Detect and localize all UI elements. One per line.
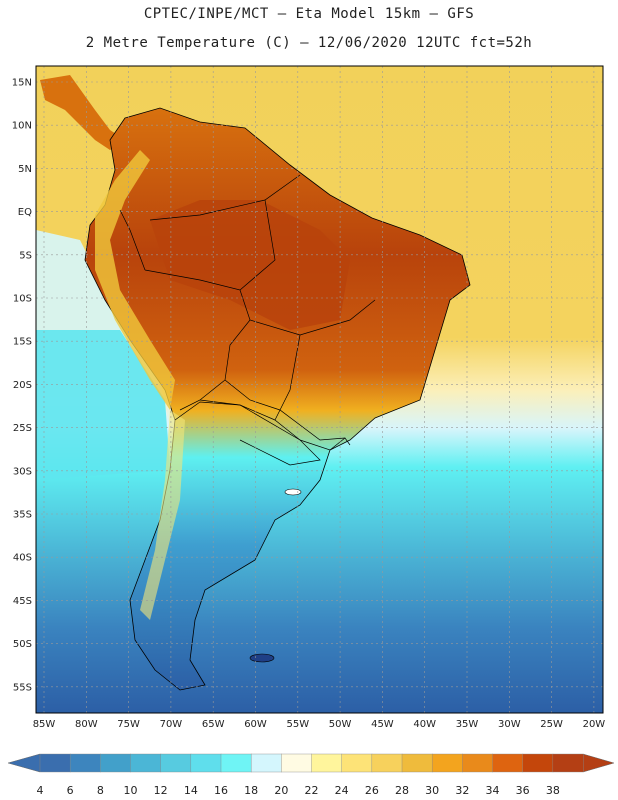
colorbar-segment bbox=[522, 753, 554, 773]
colorbar-high-arrow bbox=[582, 753, 615, 773]
colorbar: 4 6 8 10 12 14 16 18 20 22 24 26 28 30 32 34 36 38 bbox=[7, 753, 615, 797]
falkland-islands bbox=[249, 653, 275, 663]
colorbar-tick-label: 14 bbox=[184, 784, 198, 797]
lon-label: 75W bbox=[117, 719, 140, 730]
colorbar-tick-label: 4 bbox=[37, 784, 44, 797]
lat-label: 50S bbox=[13, 639, 32, 650]
lat-label: 15N bbox=[12, 78, 32, 89]
colorbar-segment bbox=[281, 753, 313, 773]
temperature-map: 15N 10N 5N EQ 5S 10S 15S 20S 25S 30S 35S 40S 45S 50S 5… bbox=[12, 65, 606, 730]
colorbar-tick-label: 16 bbox=[214, 784, 228, 797]
colorbar-segment bbox=[401, 753, 433, 773]
colorbar-tick-label: 32 bbox=[455, 784, 469, 797]
colorbar-segment bbox=[492, 753, 524, 773]
colorbar-tick-label: 34 bbox=[486, 784, 500, 797]
lat-label: 20S bbox=[13, 380, 32, 391]
amazon-hot-core bbox=[150, 200, 350, 330]
lon-label: 25W bbox=[540, 719, 563, 730]
colorbar-segment bbox=[250, 753, 282, 773]
lon-label: 55W bbox=[286, 719, 309, 730]
colorbar-tick-label: 8 bbox=[97, 784, 104, 797]
lat-label: 5S bbox=[19, 250, 32, 261]
lat-label: 35S bbox=[13, 510, 32, 521]
lat-label: EQ bbox=[18, 207, 32, 218]
colorbar-segment bbox=[311, 753, 343, 773]
colorbar-segment bbox=[371, 753, 403, 773]
andes-cool-strip bbox=[95, 150, 175, 410]
lat-label: 55S bbox=[13, 682, 32, 693]
colorbar-segment bbox=[462, 753, 494, 773]
lon-label: 70W bbox=[160, 719, 183, 730]
longitude-labels: 85W 80W 75W 70W 65W 60W 55W 50W 45W 40W 35W 30W 25W 2… bbox=[33, 719, 606, 730]
colorbar-tick-label: 12 bbox=[154, 784, 168, 797]
lagoa-dos-patos bbox=[284, 488, 302, 496]
colorbar-tick-label: 26 bbox=[365, 784, 379, 797]
central-america-land bbox=[40, 75, 125, 150]
lon-label: 40W bbox=[413, 719, 436, 730]
lat-label: 10N bbox=[12, 121, 32, 132]
lon-label: 30W bbox=[498, 719, 521, 730]
lat-label: 45S bbox=[13, 596, 32, 607]
chart-title-line1: CPTEC/INPE/MCT – Eta Model 15km – GFS bbox=[143, 6, 475, 22]
lon-label: 35W bbox=[456, 719, 479, 730]
colorbar-tick-label: 24 bbox=[335, 784, 349, 797]
lat-label: 10S bbox=[13, 294, 32, 305]
lon-label: 20W bbox=[583, 719, 606, 730]
lon-label: 85W bbox=[33, 719, 56, 730]
chart-title-line2: 2 Metre Temperature (C) – 12/06/2020 12U… bbox=[85, 35, 533, 51]
colorbar-segment bbox=[220, 753, 252, 773]
colorbar-tick-label: 28 bbox=[395, 784, 409, 797]
lat-label: 5N bbox=[18, 164, 32, 175]
lat-label: 40S bbox=[13, 553, 32, 564]
colorbar-segment bbox=[190, 753, 222, 773]
colorbar-low-arrow bbox=[7, 753, 41, 773]
colorbar-segment bbox=[39, 753, 71, 773]
lon-label: 60W bbox=[244, 719, 267, 730]
colorbar-tick-label: 22 bbox=[305, 784, 319, 797]
colorbar-segments bbox=[7, 753, 615, 773]
colorbar-segment bbox=[160, 753, 192, 773]
colorbar-segment bbox=[130, 753, 162, 773]
colorbar-labels: 4 6 8 10 12 14 16 18 20 22 24 26 28 30 32 34 36 38 bbox=[37, 784, 560, 797]
andes-cold-strip bbox=[140, 410, 185, 620]
colorbar-tick-label: 20 bbox=[274, 784, 288, 797]
colorbar-tick-label: 30 bbox=[425, 784, 439, 797]
colorbar-tick-label: 18 bbox=[244, 784, 258, 797]
colorbar-tick-label: 36 bbox=[516, 784, 530, 797]
map-frame-content bbox=[36, 66, 603, 713]
colorbar-segment bbox=[341, 753, 373, 773]
latitude-labels: 15N 10N 5N EQ 5S 10S 15S 20S 25S 30S 35S 40S 45S 50S 5… bbox=[12, 78, 32, 694]
lon-label: 45W bbox=[371, 719, 394, 730]
colorbar-segment bbox=[100, 753, 132, 773]
lat-label: 15S bbox=[13, 337, 32, 348]
map-border bbox=[35, 65, 604, 714]
colorbar-segment bbox=[431, 753, 463, 773]
colorbar-tick-label: 6 bbox=[67, 784, 74, 797]
lon-label: 65W bbox=[202, 719, 225, 730]
lat-label: 30S bbox=[13, 466, 32, 477]
colorbar-tick-label: 38 bbox=[546, 784, 560, 797]
lat-label: 25S bbox=[13, 423, 32, 434]
colorbar-segment bbox=[69, 753, 101, 773]
colorbar-tick-label: 10 bbox=[124, 784, 138, 797]
colorbar-segment bbox=[552, 753, 584, 773]
lon-label: 50W bbox=[329, 719, 352, 730]
pacific-cyan-band bbox=[36, 330, 170, 480]
lon-label: 80W bbox=[75, 719, 98, 730]
